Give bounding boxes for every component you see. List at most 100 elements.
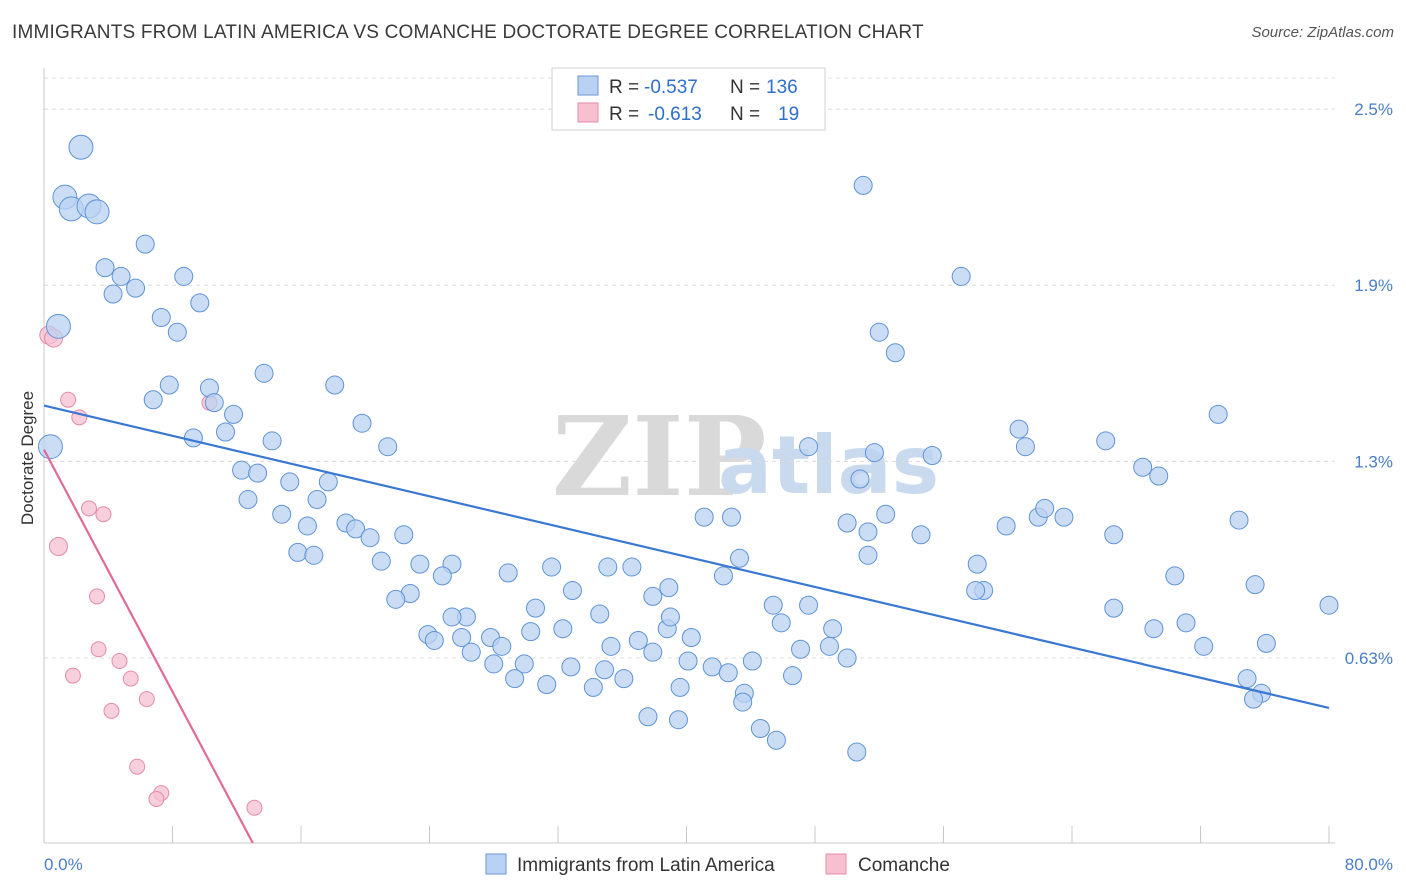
legend-swatch-blue [577,75,599,96]
y-tick-label: 0.63% [1345,649,1393,668]
legend-n-label-1: N = [730,77,760,98]
latin-america-point [601,636,621,656]
latin-america-point [670,677,690,697]
latin-america-point [1165,566,1185,586]
latin-america-point [864,443,884,463]
y-tick-label: 2.5% [1354,100,1393,119]
latin-america-point [1237,669,1257,689]
latin-america-point [386,589,406,609]
comanche-point [246,799,263,816]
latin-america-point [307,490,327,510]
latin-america-point [248,463,268,483]
latin-america-point [452,628,472,648]
latin-america-point [847,742,867,762]
latin-america-point [702,657,722,677]
latin-america-point [111,266,131,286]
watermark-zip: ZIP [552,392,766,521]
latin-america-point [542,557,562,577]
latin-america-point [858,522,878,542]
latin-america-point [394,525,414,545]
latin-america-point [238,490,258,510]
latin-america-point [713,566,733,586]
comanche-point [90,641,107,658]
latin-america-point [766,730,786,750]
source-label: Source: ZipAtlas.com [1251,24,1394,41]
comanche-point [80,500,97,517]
comanche-trend-line [43,449,254,844]
latin-america-point [922,446,942,465]
legend-r-value-1: -0.537 [644,77,698,98]
latin-america-point [598,557,618,577]
latin-america-point [791,639,811,659]
legend-r-label-1: R = [609,77,639,98]
latin-america-point [819,636,839,656]
latin-america-point [45,313,71,339]
latin-america-point [1096,431,1116,451]
latin-america-point [885,343,905,363]
latin-america-point [1244,689,1264,709]
latin-america-point [562,581,582,601]
latin-america-point [304,545,324,565]
latin-america-point [660,607,680,627]
comanche-point [122,670,139,687]
chart-title: IMMIGRANTS FROM LATIN AMERICA VS COMANCH… [12,22,924,43]
legend-r-value-2: -0.613 [648,104,702,125]
latin-america-point [1176,613,1196,633]
legend-n-value-2: 19 [778,104,799,125]
latin-america-point [730,548,750,568]
latin-america-point [498,563,518,583]
latin-america-point [718,663,738,683]
latin-america-point [1149,466,1169,486]
latin-america-point [1256,633,1276,653]
comanche-point [95,506,112,523]
latin-america-point [424,630,444,650]
latin-america-point [521,622,541,642]
latin-america-point [561,657,581,677]
latin-america-point [659,578,679,598]
grid [44,77,1335,659]
latin-america-point [783,666,803,686]
latin-america-point [750,719,770,739]
latin-america-point [622,557,642,577]
latin-america-point [183,428,203,448]
latin-america-point [876,504,896,524]
latin-america-point [288,542,308,562]
comanche-point [103,702,120,719]
latin-america-point [1245,575,1265,595]
latin-america-point [514,654,534,674]
latin-america-point [583,677,603,697]
latin-america-point [174,266,194,286]
y-tick-label: 1.9% [1354,276,1393,295]
comanche-point [48,537,68,557]
latin-america-point [678,651,698,671]
latin-america-point [135,234,155,254]
latin-america-point [763,595,783,615]
latin-america-point [360,528,380,548]
latin-america-point [694,507,714,527]
latin-america-point [224,404,244,424]
latin-america-point [1015,437,1035,457]
y-axis-label: Doctorate Degree [18,391,37,525]
latin-america-point [1229,510,1249,530]
latin-america-point [151,308,171,328]
latin-america-point [1104,525,1124,545]
latin-america-point [68,134,94,160]
latin-america-point [484,654,504,674]
latin-america-point [432,566,452,586]
latin-america-point [614,669,634,689]
latin-america-point [643,586,663,606]
latin-america-point [771,613,791,633]
latin-america-point [799,595,819,615]
y-tick-labels: 0.63% 1.3% 1.9% 2.5% [1345,100,1393,668]
latin-america-point [638,707,658,727]
x-tick-label-max: 80.0% [1345,855,1393,874]
comanche-point [111,652,128,669]
latin-america-point [537,674,557,694]
latin-america-point [951,266,971,286]
latin-america-point [297,516,317,536]
latin-america-point [280,472,300,492]
latin-america-point [1054,507,1074,527]
x-tick-marks [43,826,1330,843]
latin-america-point [95,258,115,278]
